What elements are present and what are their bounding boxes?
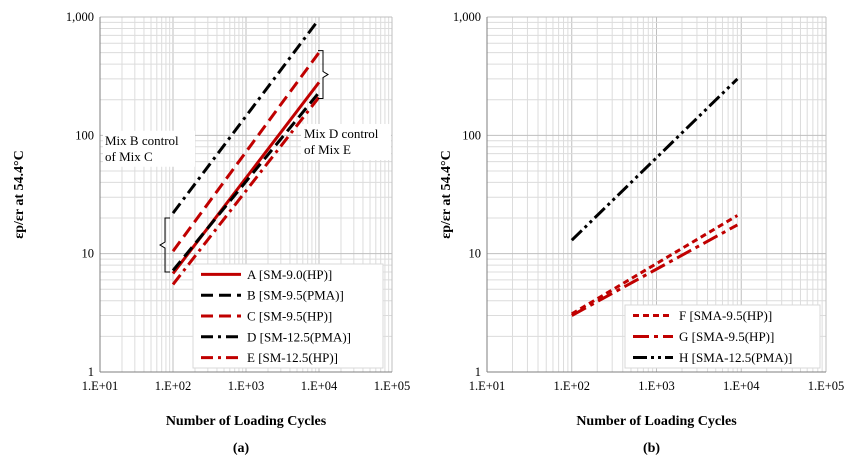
x-tick-label: 1.E+01 [469,379,506,393]
x-axis-title: Number of Loading Cycles [166,414,327,429]
chart-panel-b: 1.E+01 1.E+02 1.E+03 1.E+04 1.E+05 1 10 100 1,00… [439,10,844,456]
legend-label: B [SM-9.5(PMA)] [247,288,344,303]
panel-label: (b) [643,441,660,456]
x-tick-label: 1.E+04 [723,379,760,393]
y-tick-label: 100 [75,128,94,142]
annotation-bracket [318,50,329,99]
x-tick-label: 1.E+02 [553,379,590,393]
x-tick-label: 1.E+05 [374,379,411,393]
y-tick-label: 1,000 [66,10,94,24]
legend: F [SMA-9.5(HP)] G [SMA-9.5(HP)] H [SMA-12.… [624,304,821,369]
y-tick-label: 100 [462,128,481,142]
x-tick-label: 1.E+03 [228,379,265,393]
legend-label: F [SMA-9.5(HP)] [679,308,772,323]
x-tick-label: 1.E+04 [301,379,338,393]
x-tick-label: 1.E+05 [808,379,845,393]
annotation-box [301,124,391,160]
y-axis-title: εp/εr at 54.4°C [12,150,27,238]
y-tick-label: 10 [82,247,95,261]
series-line-f [571,214,739,316]
series-line-d [171,22,317,215]
series-line-g [571,223,739,317]
annotation-bracket [159,217,170,273]
y-tick-label: 1,000 [453,10,481,24]
legend-label: H [SMA-12.5(PMA)] [679,350,792,365]
y-axis-title: εp/εr at 54.4°C [439,150,454,238]
x-tick-label: 1.E+01 [82,379,119,393]
y-tick-label: 10 [469,247,482,261]
x-tick-label: 1.E+02 [155,379,192,393]
x-tick-label: 1.E+03 [638,379,675,393]
series-line-c [171,51,321,253]
y-tick-label: 1 [475,365,481,379]
series-line-e [171,96,321,286]
chart-panel-a: 1.E+01 1.E+02 1.E+03 1.E+04 1.E+05 1 10 100 1,00… [12,10,410,456]
legend-label: D [SM-12.5(PMA)] [247,329,351,344]
legend-label: C [SM-9.5(HP)] [247,309,332,324]
series-line-b [171,91,321,272]
annotation-text: Mix D control [304,126,379,141]
panel-label: (a) [233,441,250,456]
series-line-h [570,77,739,242]
annotation-box [103,130,195,167]
annotation-text: of Mix C [105,149,153,164]
y-tick-label: 1 [88,365,94,379]
annotation-text: Mix B control [105,133,179,148]
legend-label: A [SM-9.0(HP)] [247,267,332,282]
legend-label: E [SM-12.5(HP)] [247,350,338,365]
legend-label: G [SMA-9.5(HP)] [679,329,774,344]
x-axis-title: Number of Loading Cycles [576,414,737,429]
legend: A [SM-9.0(HP)] B [SM-9.5(PMA)] C [SM-9.5(H… [192,263,384,369]
annotation-text: of Mix E [304,142,351,157]
